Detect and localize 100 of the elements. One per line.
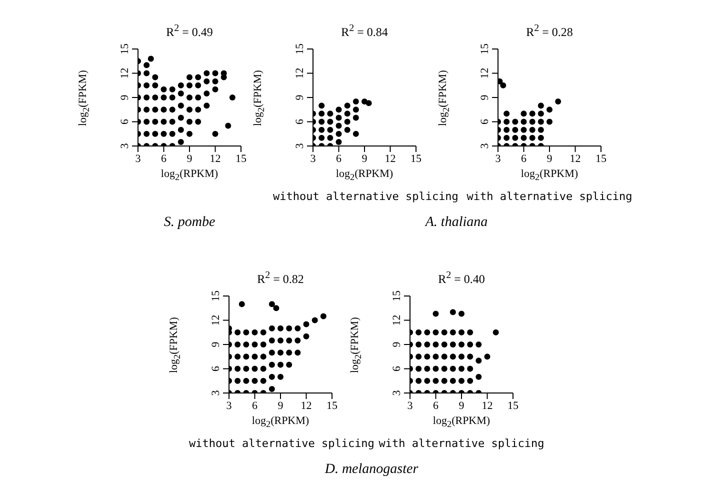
point (492, 329, 499, 336)
point (432, 354, 439, 360)
point (520, 134, 527, 141)
point (416, 378, 422, 384)
point (260, 329, 266, 336)
point (327, 126, 334, 133)
point (450, 309, 456, 316)
point (458, 366, 464, 372)
point (344, 126, 350, 133)
point (278, 350, 284, 356)
chart-title: R$^{2}$ = 0.84 (340, 23, 389, 40)
y-tick-label: 9 (119, 94, 131, 100)
point (318, 102, 325, 109)
text: with alternative splicing (378, 437, 544, 450)
point (504, 126, 510, 133)
point (529, 134, 536, 141)
point (327, 110, 334, 117)
point (303, 333, 310, 340)
point (538, 102, 544, 109)
x-tick-label: 9 (278, 400, 284, 412)
y-tick-label: 9 (210, 341, 222, 348)
x-tick-label: 9 (546, 152, 553, 165)
point (252, 329, 258, 336)
x-tick-label: 9 (186, 152, 193, 165)
y-tick-label: 3 (119, 142, 131, 149)
point (484, 354, 490, 360)
x-tick-label: 15 (508, 400, 519, 412)
x-tick-label: 6 (521, 152, 527, 165)
point (344, 118, 350, 125)
point (476, 374, 482, 380)
point (344, 102, 350, 109)
point (318, 118, 325, 125)
y-tick-label: 6 (119, 118, 131, 124)
x-tick-label: 6 (433, 400, 439, 412)
point (352, 114, 359, 121)
point (318, 126, 325, 133)
point (450, 342, 456, 348)
x-axis-title: log$_{2}$(RPKM) (520, 168, 580, 182)
point (458, 329, 464, 336)
y-tick-label: 12 (391, 314, 403, 326)
point (416, 354, 422, 360)
point (336, 114, 342, 121)
point (327, 134, 334, 141)
x-tick-label: 9 (362, 152, 368, 165)
point (424, 329, 430, 336)
point (327, 118, 334, 125)
point (243, 354, 250, 360)
y-tick-label: 9 (391, 341, 403, 348)
y-tick-label: 3 (479, 142, 491, 149)
point (268, 337, 275, 344)
y-tick-label: 15 (479, 43, 491, 54)
point (424, 378, 430, 384)
point (432, 378, 439, 384)
point (441, 342, 448, 348)
point (416, 366, 422, 372)
y-tick-label: 6 (294, 118, 306, 124)
point (352, 106, 359, 113)
x-axis-title: log$_{2}$(RPKM) (160, 168, 220, 182)
x-tick-label: 15 (596, 152, 607, 165)
point (416, 329, 422, 336)
x-tick-label: 3 (407, 400, 414, 412)
text: D. melanogaster (324, 462, 420, 478)
point (512, 126, 518, 133)
point (467, 354, 474, 360)
text: A. thaliana (424, 215, 489, 231)
point (320, 313, 326, 320)
point (268, 350, 275, 356)
y-tick-label: 6 (391, 366, 403, 372)
point (512, 118, 518, 125)
point (336, 130, 342, 137)
point (286, 362, 292, 368)
point (234, 354, 241, 360)
point (278, 325, 284, 332)
point (458, 342, 464, 348)
point (234, 366, 241, 372)
point (500, 82, 506, 88)
y-tick-label: 15 (210, 290, 222, 302)
y-tick-label: 3 (210, 390, 222, 396)
point (252, 378, 258, 384)
chart-title: R$^{2}$ = 0.40 (437, 270, 486, 287)
point (268, 301, 275, 308)
point (238, 301, 245, 308)
point (294, 350, 301, 356)
point (504, 134, 510, 141)
point (352, 98, 359, 105)
point (504, 110, 510, 117)
point (467, 342, 474, 348)
point (260, 342, 266, 348)
y-tick-label: 3 (391, 390, 403, 396)
y-tick-label: 6 (479, 118, 491, 124)
point (432, 329, 439, 336)
point (336, 138, 342, 145)
point (441, 329, 448, 336)
point (432, 366, 439, 372)
point (467, 378, 474, 384)
point (336, 122, 342, 129)
point (458, 310, 464, 317)
point (278, 337, 284, 344)
x-tick-label: 3 (495, 152, 502, 165)
x-tick-label: 3 (135, 152, 142, 165)
